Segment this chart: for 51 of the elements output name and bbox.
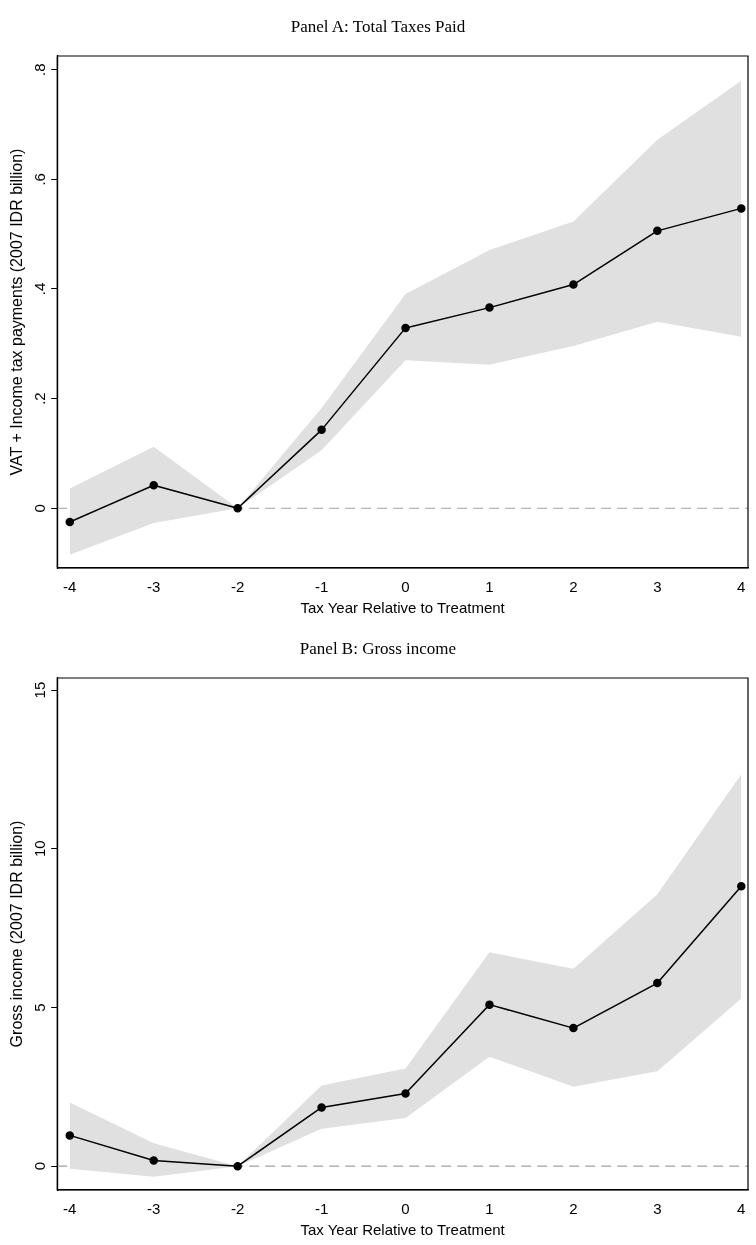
y-tick-label: .2 <box>30 392 48 405</box>
point <box>569 1023 578 1033</box>
y-tick-label: 10 <box>30 840 48 858</box>
y-tick-label: .8 <box>30 63 48 76</box>
x-tick-label: 2 <box>569 578 578 596</box>
point <box>317 425 326 435</box>
point <box>737 204 746 213</box>
y-axis-title: VAT + Income tax payments (2007 IDR billion) <box>8 148 26 476</box>
x-tick-label: 1 <box>485 578 494 596</box>
x-axis-title: Tax Year Relative to Treatment <box>300 599 506 617</box>
y-tick-label: .6 <box>30 173 48 186</box>
chart-title: Panel B: Gross income <box>298 638 458 660</box>
x-tick-label: 0 <box>401 1200 410 1218</box>
x-tick-label: -2 <box>230 578 245 596</box>
point <box>65 517 75 527</box>
point <box>149 1156 158 1165</box>
point <box>317 1103 326 1112</box>
x-tick-label: 1 <box>485 1200 494 1218</box>
x-tick-label: 4 <box>737 578 746 596</box>
point <box>149 480 158 490</box>
x-tick-label: 0 <box>401 578 410 596</box>
x-tick-label: -3 <box>147 1200 161 1218</box>
x-axis-title: Tax Year Relative to Treatment <box>300 1221 506 1239</box>
point <box>401 323 410 333</box>
x-tick-label: -4 <box>63 578 77 596</box>
point <box>401 1089 410 1098</box>
x-tick-label: 3 <box>653 1200 662 1218</box>
point <box>65 1131 75 1140</box>
y-tick-label: 5 <box>30 1003 48 1012</box>
x-tick-label: -1 <box>314 1200 329 1218</box>
point <box>485 303 494 312</box>
point <box>485 1000 494 1009</box>
x-tick-label: 2 <box>569 1200 578 1218</box>
x-tick-label: -3 <box>147 578 161 596</box>
y-tick-label: 0 <box>30 504 48 513</box>
x-tick-label: 3 <box>653 578 662 596</box>
y-tick-label: 0 <box>30 1162 48 1171</box>
chart-title: Panel A: Total Taxes Paid <box>289 16 467 38</box>
y-axis-title: Gross income (2007 IDR billion) <box>8 820 26 1048</box>
x-tick-label: -2 <box>230 1200 245 1218</box>
x-tick-label: 4 <box>737 1200 746 1218</box>
x-tick-label: -4 <box>63 1200 77 1218</box>
point <box>737 881 746 891</box>
y-tick-label: .4 <box>30 282 48 296</box>
point <box>569 280 578 289</box>
point <box>233 504 242 513</box>
point <box>653 226 662 236</box>
point <box>233 1161 242 1171</box>
point <box>653 978 662 988</box>
x-tick-label: -1 <box>314 578 329 596</box>
y-tick-label: 15 <box>30 681 48 699</box>
